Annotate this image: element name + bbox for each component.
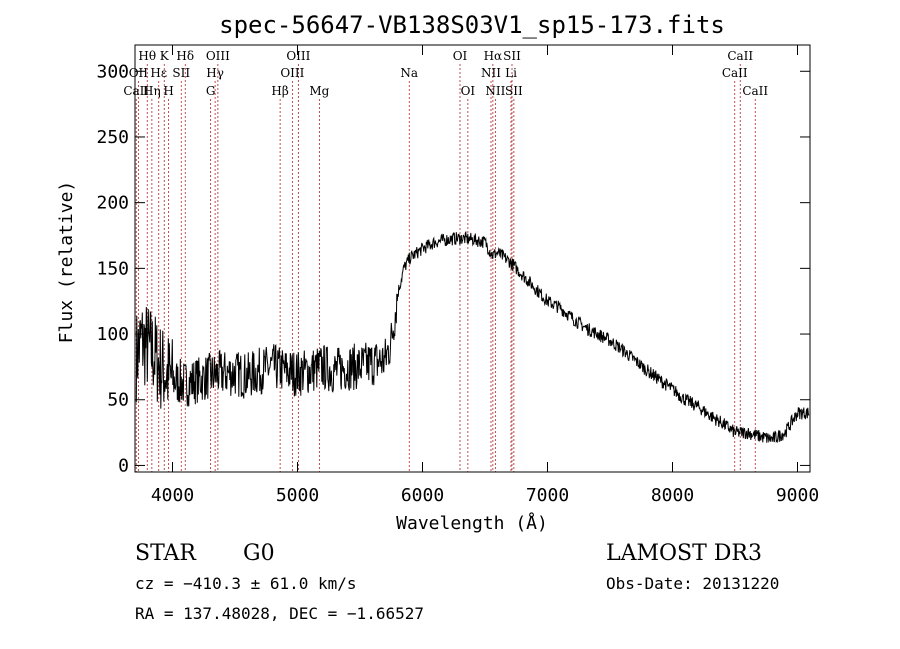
line-marker-label: Hη	[143, 84, 161, 98]
y-tick-label: 0	[118, 455, 129, 476]
line-marker-label: Li	[505, 66, 517, 80]
survey-name: LAMOST DR3	[606, 541, 762, 566]
y-tick-label: 250	[96, 127, 129, 148]
line-marker-label: NII	[481, 66, 501, 80]
object-class: STAR	[135, 541, 197, 566]
emission-line-markers	[135, 64, 756, 472]
line-marker-label: OIII	[280, 66, 304, 80]
line-marker-label: NII	[485, 84, 505, 98]
line-marker-label: G	[206, 84, 216, 98]
line-marker-label: Hα	[484, 49, 503, 63]
spectrum-series-line	[135, 230, 810, 444]
line-marker-label: Mg	[309, 84, 329, 98]
y-tick-label: 50	[107, 390, 129, 411]
line-marker-label: OI	[461, 84, 476, 98]
line-marker-label: K	[160, 49, 170, 63]
y-tick-label: 200	[96, 193, 129, 214]
line-marker-label: OIII	[206, 49, 230, 63]
line-marker-label: CaII	[742, 84, 768, 98]
line-marker-label: OII	[129, 66, 149, 80]
x-axis-label: Wavelength (Å)	[396, 512, 548, 534]
line-marker-label: SII	[172, 66, 190, 80]
line-marker-label: H	[163, 84, 173, 98]
y-tick-label: 100	[96, 324, 129, 345]
coordinates: RA = 137.48028, DEC = −1.66527	[135, 604, 424, 623]
line-marker-label: SII	[505, 84, 523, 98]
plot-frame	[134, 44, 811, 473]
y-axis-label: Flux (relative)	[56, 181, 77, 344]
line-marker-label: Hε	[150, 66, 167, 80]
line-marker-label: OI	[453, 49, 468, 63]
y-axis-ticks: 0 50 100 150 200 250 300	[96, 61, 810, 476]
object-subclass: G0	[243, 541, 275, 566]
line-marker-label: OIII	[286, 49, 310, 63]
line-marker-label: Hγ	[206, 66, 224, 80]
line-marker-label: Na	[400, 66, 418, 80]
x-tick-label: 7000	[526, 485, 569, 506]
line-marker-label: Hθ	[138, 49, 156, 63]
line-marker-label: Hβ	[271, 84, 288, 98]
x-tick-label: 5000	[276, 485, 319, 506]
chart-title: spec-56647-VB138S03V1_sp15-173.fits	[219, 11, 725, 39]
redshift-velocity: cz = −410.3 ± 61.0 km/s	[135, 574, 357, 593]
y-tick-label: 300	[96, 61, 129, 82]
line-marker-label: Hδ	[176, 49, 194, 63]
line-marker-label: CaII	[123, 84, 149, 98]
observation-date: Obs-Date: 20131220	[606, 574, 779, 593]
x-axis-ticks: 4000 5000 6000 7000 8000 9000	[151, 45, 819, 506]
line-marker-label: CaII	[722, 66, 748, 80]
line-marker-label: SII	[503, 49, 521, 63]
x-tick-label: 8000	[651, 485, 694, 506]
x-tick-label: 4000	[151, 485, 194, 506]
x-tick-label: 6000	[401, 485, 444, 506]
y-tick-label: 150	[96, 258, 129, 279]
x-tick-label: 9000	[776, 485, 819, 506]
line-marker-label: CaII	[727, 49, 753, 63]
